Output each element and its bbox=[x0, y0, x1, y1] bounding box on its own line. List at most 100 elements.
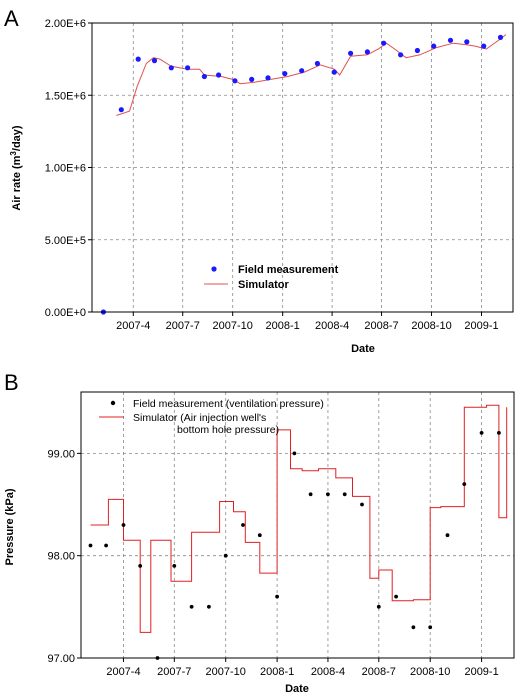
x-tick-label: 2007-10 bbox=[206, 666, 246, 678]
panel-a-x-ticks: 2007-4 2007-7 2007-10 2008-1 2008-4 2008-7 200… bbox=[116, 312, 499, 332]
panel-b-legend-field-label: Field measurement (ventilation pressure) bbox=[133, 398, 324, 410]
y-tick-label: 97.00 bbox=[47, 653, 75, 665]
x-tick-label: 2008-10 bbox=[411, 320, 451, 332]
panel-a-simulator-series bbox=[116, 34, 507, 116]
simulator-line bbox=[116, 34, 507, 116]
x-tick-label: 2008-1 bbox=[266, 320, 300, 332]
panel-a-ylabel-post: /day) bbox=[11, 125, 23, 151]
x-tick-label: 2009-1 bbox=[464, 320, 498, 332]
field-measurement-point bbox=[168, 65, 174, 71]
field-measurement-point bbox=[118, 107, 124, 113]
field-measurement-point bbox=[331, 69, 337, 75]
y-tick-label: 0.00E+0 bbox=[45, 307, 86, 319]
field-measurement-point bbox=[185, 65, 191, 71]
field-measurement-point bbox=[135, 56, 141, 62]
field-measurement-point bbox=[428, 625, 433, 630]
field-measurement-point bbox=[411, 625, 416, 630]
field-measurement-point bbox=[172, 564, 177, 568]
panel-b-x-ticks: 2007-4 2007-7 2007-10 2008-1 2008-4 2008-7 200… bbox=[106, 658, 499, 678]
x-tick-label: 2008-4 bbox=[311, 666, 345, 678]
panel-a-legend-field-label: Field measurement bbox=[238, 264, 339, 276]
panel-a-y-axis-label: Air rate (m3/day) bbox=[9, 125, 23, 210]
x-tick-label: 2007-4 bbox=[106, 666, 140, 678]
field-measurement-point bbox=[249, 76, 255, 82]
field-measurement-point bbox=[364, 49, 370, 55]
field-measurement-point bbox=[299, 68, 305, 74]
panel-a-y-ticks: 0.00E+0 5.00E+5 1.00E+6 1.50E+6 2.00E+6 bbox=[45, 18, 92, 319]
panel-a-legend: Field measurement Simulator bbox=[204, 264, 339, 291]
y-tick-label: 98.00 bbox=[47, 551, 75, 563]
field-measurement-point bbox=[462, 482, 467, 486]
panel-b-legend-field-marker bbox=[110, 400, 116, 406]
y-tick-label: 5.00E+5 bbox=[45, 235, 86, 247]
field-measurement-point bbox=[497, 34, 504, 41]
panel-b-x-axis-label: Date bbox=[285, 683, 309, 695]
field-measurement-point bbox=[360, 502, 364, 507]
field-measurement-point bbox=[481, 43, 487, 49]
panel-b-legend: Field measurement (ventilation pressure)… bbox=[99, 398, 324, 436]
field-measurement-point bbox=[308, 492, 313, 497]
panel-b-chart: 2007-4 2007-7 2007-10 2008-1 2008-4 2008-7 200… bbox=[4, 391, 515, 695]
x-tick-label: 2007-7 bbox=[157, 666, 191, 678]
field-measurement-point bbox=[275, 594, 279, 599]
panel-b-y-axis-label: Pressure (kPa) bbox=[4, 488, 16, 565]
panel-a-x-axis-label: Date bbox=[351, 343, 375, 355]
field-measurement-point bbox=[216, 72, 222, 78]
simulator-line bbox=[90, 404, 508, 633]
x-tick-label: 2008-10 bbox=[410, 666, 450, 678]
y-tick-label: 1.00E+6 bbox=[45, 163, 86, 175]
x-tick-label: 2008-7 bbox=[362, 666, 396, 678]
field-measurement-point bbox=[104, 543, 108, 548]
field-measurement-point bbox=[121, 523, 126, 527]
panel-a-legend-sim-label: Simulator bbox=[238, 279, 289, 291]
field-measurement-point bbox=[232, 78, 238, 84]
panel-b-legend-sim-label-line2: bottom hole pressure) bbox=[177, 424, 279, 436]
panel-b-legend-sim-label-line1: Simulator (Air injection well's bbox=[133, 412, 266, 424]
field-measurement-point bbox=[265, 75, 271, 81]
field-measurement-point bbox=[326, 492, 330, 497]
field-measurement-point bbox=[445, 533, 450, 538]
field-measurement-point bbox=[414, 47, 420, 54]
y-tick-label: 2.00E+6 bbox=[45, 18, 86, 30]
panel-a-letter: A bbox=[4, 6, 19, 31]
field-measurement-point bbox=[257, 533, 262, 538]
field-measurement-point bbox=[497, 431, 501, 435]
field-measurement-point bbox=[223, 553, 228, 558]
panel-b-grid bbox=[81, 392, 514, 658]
x-tick-label: 2008-4 bbox=[315, 320, 349, 332]
y-tick-label: 99.00 bbox=[47, 448, 75, 460]
y-tick-label: 1.50E+6 bbox=[45, 90, 86, 102]
x-tick-label: 2007-7 bbox=[166, 320, 200, 332]
field-measurement-point bbox=[376, 604, 381, 609]
panel-a-chart: 2007-4 2007-7 2007-10 2008-1 2008-4 2008-7 200… bbox=[9, 18, 514, 355]
field-measurement-point bbox=[348, 50, 354, 56]
field-measurement-point bbox=[241, 523, 245, 527]
panel-a-ylabel-sup: 3 bbox=[9, 151, 18, 156]
panel-a-ylabel-pre: Air rate (m bbox=[11, 155, 23, 210]
field-measurement-point bbox=[381, 40, 387, 46]
field-measurement-point bbox=[207, 604, 211, 609]
field-measurement-point bbox=[88, 543, 93, 548]
field-measurement-point bbox=[189, 604, 194, 609]
field-measurement-point bbox=[282, 71, 288, 77]
panel-a-grid bbox=[92, 23, 513, 312]
panel-b-y-ticks: 97.00 98.00 99.00 bbox=[47, 448, 81, 665]
panel-a-legend-field-marker bbox=[211, 266, 217, 272]
field-measurement-point bbox=[464, 39, 470, 45]
x-tick-label: 2009-1 bbox=[464, 666, 498, 678]
x-tick-label: 2007-10 bbox=[213, 320, 253, 332]
field-measurement-point bbox=[201, 73, 207, 80]
panel-b-plot-frame bbox=[80, 391, 515, 659]
x-tick-label: 2008-1 bbox=[260, 666, 294, 678]
panel-b-field-series bbox=[88, 431, 501, 660]
x-tick-label: 2007-4 bbox=[116, 320, 150, 332]
field-measurement-point bbox=[292, 451, 297, 456]
field-measurement-point bbox=[398, 52, 404, 58]
field-measurement-point bbox=[447, 37, 454, 43]
panel-a-field-series bbox=[100, 34, 504, 315]
panel-b-simulator-series bbox=[90, 404, 508, 633]
field-measurement-point bbox=[151, 58, 158, 64]
x-tick-label: 2008-7 bbox=[364, 320, 398, 332]
panel-b-letter: B bbox=[4, 370, 19, 395]
